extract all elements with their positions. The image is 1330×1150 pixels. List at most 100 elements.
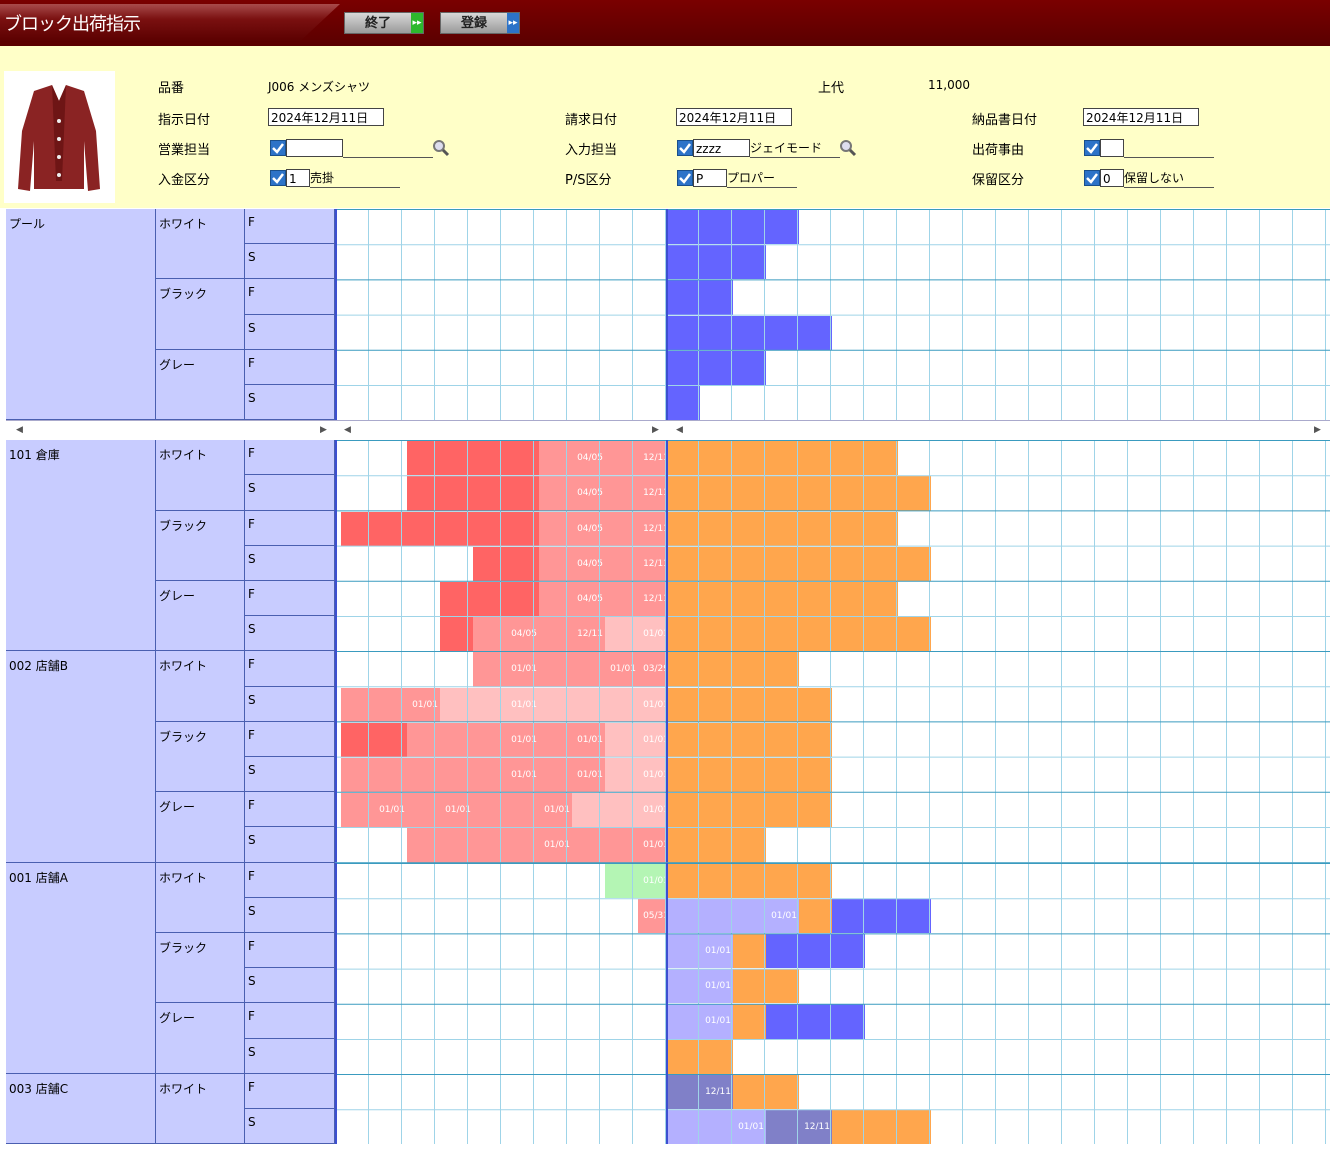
allocation-cell[interactable] [539, 652, 572, 687]
allocation-cell[interactable]: 01/01 [473, 793, 572, 828]
nyuryoku-code-input[interactable]: zzzz [693, 139, 750, 157]
allocation-cell[interactable] [341, 722, 407, 757]
seikyu-date-field[interactable]: 2024年12月11日 [676, 108, 792, 126]
allocation-cell[interactable]: 01/01 [667, 1110, 766, 1145]
allocation-cell[interactable] [667, 511, 898, 546]
allocation-cell[interactable] [733, 969, 799, 1004]
allocation-cell[interactable]: 01/01 [667, 969, 733, 1004]
eigyo-checkbox[interactable] [270, 140, 286, 156]
search-icon[interactable] [432, 139, 450, 157]
allocation-cell[interactable] [766, 1004, 865, 1039]
allocation-cell[interactable] [766, 934, 865, 969]
scroll-right-icon[interactable]: ▶ [1314, 425, 1321, 436]
allocation-cell[interactable] [733, 1074, 799, 1109]
ps-code-input[interactable]: P [693, 169, 727, 187]
allocation-cell[interactable] [667, 386, 700, 421]
allocation-cell[interactable]: 01/01 [605, 793, 671, 828]
allocation-cell[interactable] [667, 280, 733, 315]
scroll-left-icon[interactable]: ◀ [16, 425, 23, 436]
register-button[interactable]: 登録 ▸▸ [440, 12, 520, 34]
scroll-right-icon[interactable]: ▶ [652, 425, 659, 436]
allocation-cell[interactable] [341, 511, 539, 546]
allocation-cell[interactable]: 01/01 [341, 793, 407, 828]
allocation-cell[interactable]: 01/01 [539, 722, 605, 757]
shukka-checkbox[interactable] [1084, 140, 1100, 156]
allocation-cell[interactable]: 04/05 [539, 582, 605, 617]
allocation-cell[interactable] [667, 476, 931, 511]
allocation-cell[interactable] [667, 210, 799, 245]
allocation-cell[interactable]: 01/01 [605, 617, 671, 652]
nohin-date-field[interactable]: 2024年12月11日 [1083, 108, 1199, 126]
allocation-cell[interactable]: 01/01 [605, 758, 671, 793]
nyuryoku-checkbox[interactable] [677, 140, 693, 156]
allocation-cell[interactable] [667, 441, 898, 476]
allocation-cell[interactable]: 01/01 [473, 652, 539, 687]
allocation-cell[interactable]: 01/01 [407, 828, 572, 863]
horyu-code-input[interactable]: 0 [1100, 169, 1124, 187]
allocation-cell[interactable]: 01/01 [667, 934, 733, 969]
allocation-cell[interactable] [667, 793, 832, 828]
nyukin-checkbox[interactable] [270, 170, 286, 186]
allocation-cell[interactable]: 01/01 [407, 793, 473, 828]
allocation-cell[interactable] [667, 687, 832, 722]
allocation-cell[interactable]: 01/01 [605, 863, 671, 898]
allocation-cell[interactable]: 12/11 [605, 582, 671, 617]
allocation-cell[interactable] [733, 934, 766, 969]
allocation-cell[interactable]: 12/11 [605, 476, 671, 511]
allocation-cell[interactable]: 12/11 [667, 1074, 733, 1109]
allocation-cell[interactable] [667, 722, 832, 757]
allocation-cell[interactable] [799, 898, 832, 933]
allocation-cell[interactable]: 01/01 [341, 758, 539, 793]
allocation-cell[interactable]: 12/11 [605, 441, 671, 476]
eigyo-code-input[interactable] [286, 139, 343, 157]
allocation-cell[interactable]: 12/11 [605, 546, 671, 581]
allocation-cell[interactable] [440, 582, 539, 617]
allocation-cell[interactable] [572, 828, 605, 863]
allocation-cell[interactable]: 04/05 [539, 476, 605, 511]
scroll-left-icon[interactable]: ◀ [344, 425, 351, 436]
horyu-checkbox[interactable] [1084, 170, 1100, 186]
allocation-cell[interactable]: 01/01 [539, 687, 671, 722]
allocation-cell[interactable] [667, 828, 766, 863]
allocation-cell[interactable] [667, 1039, 733, 1074]
allocation-cell[interactable]: 01/01 [440, 687, 539, 722]
allocation-cell[interactable] [733, 1004, 766, 1039]
exit-button[interactable]: 終了 ▸▸ [344, 12, 424, 34]
allocation-cell[interactable]: 01/01 [572, 652, 638, 687]
nyukin-code-input[interactable]: 1 [286, 169, 310, 187]
allocation-cell[interactable]: 12/11 [539, 617, 605, 652]
allocation-cell[interactable] [407, 441, 539, 476]
allocation-cell[interactable]: 04/05 [473, 617, 539, 652]
allocation-cell[interactable] [667, 652, 799, 687]
allocation-cell[interactable]: 12/11 [605, 511, 671, 546]
horizontal-scrollbar[interactable]: ◀ ▶ ◀ ▶ ◀ ▶ [6, 420, 1330, 438]
ps-checkbox[interactable] [677, 170, 693, 186]
allocation-cell[interactable] [667, 546, 931, 581]
allocation-cell[interactable]: 01/01 [341, 687, 440, 722]
allocation-cell[interactable] [407, 476, 539, 511]
allocation-cell[interactable]: 12/11 [766, 1110, 832, 1145]
allocation-cell[interactable] [667, 315, 832, 350]
allocation-cell[interactable]: 04/05 [539, 441, 605, 476]
allocation-cell[interactable]: 01/01 [667, 898, 799, 933]
allocation-cell[interactable] [832, 1110, 931, 1145]
allocation-cell[interactable]: 01/01 [539, 758, 605, 793]
allocation-cell[interactable] [667, 617, 931, 652]
allocation-cell[interactable] [667, 582, 898, 617]
allocation-cell[interactable]: 01/01 [407, 722, 539, 757]
search-icon[interactable] [839, 139, 857, 157]
allocation-cell[interactable] [473, 546, 539, 581]
shukka-code-input[interactable] [1100, 139, 1124, 157]
allocation-cell[interactable] [667, 350, 766, 385]
allocation-cell[interactable] [667, 863, 832, 898]
scroll-left-icon[interactable]: ◀ [676, 425, 683, 436]
allocation-cell[interactable] [572, 793, 605, 828]
allocation-cell[interactable]: 01/01 [605, 722, 671, 757]
allocation-cell[interactable] [667, 245, 766, 280]
allocation-cell[interactable] [440, 617, 473, 652]
shiji-date-field[interactable]: 2024年12月11日 [268, 108, 384, 126]
allocation-cell[interactable] [667, 758, 832, 793]
allocation-cell[interactable]: 04/05 [539, 546, 605, 581]
allocation-cell[interactable] [832, 898, 931, 933]
allocation-cell[interactable]: 01/01 [605, 828, 671, 863]
